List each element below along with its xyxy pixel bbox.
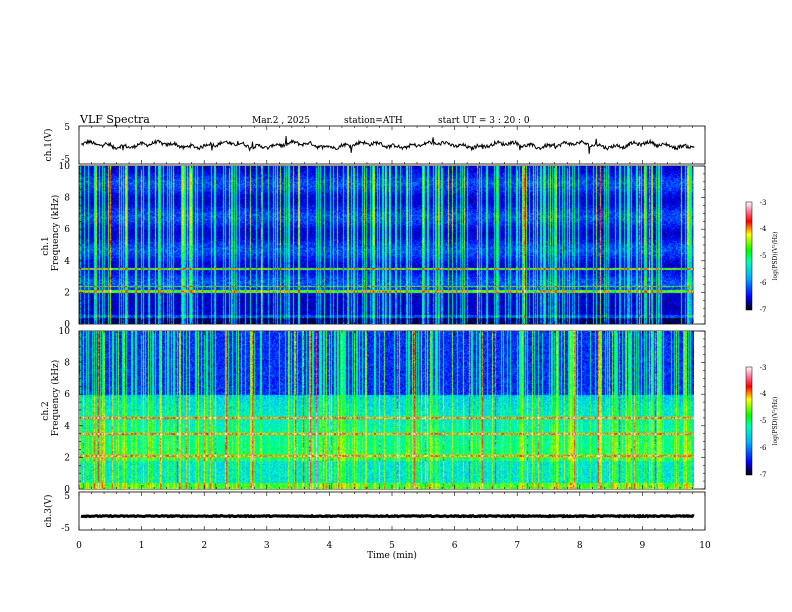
cbar1-tick-m3: -3 xyxy=(760,199,767,207)
time-tick-label: 8 xyxy=(577,541,583,551)
figure-title: VLF Spectra xyxy=(79,113,150,126)
freq-tick-label: 0 xyxy=(64,320,70,330)
date-label: Mar.2 , 2025 xyxy=(252,116,310,126)
ch3-ytick-bottom: -5 xyxy=(61,524,70,534)
ch1-waveform-panel: 5 -5 ch.1(V) xyxy=(43,123,706,165)
cbar2-tick-m6: -6 xyxy=(760,444,767,452)
cbar2-tick-m5: -5 xyxy=(760,417,767,425)
cbar1-tick-m4: -4 xyxy=(760,225,767,233)
ch1-waveform-line xyxy=(80,136,695,154)
ch1-colorbar: -3 -4 -5 -6 -7 log(PSD)(V²/Hz) xyxy=(745,199,779,314)
ch1-ytick-top: 5 xyxy=(64,123,70,133)
time-tick-label: 3 xyxy=(264,541,270,551)
cbar1-tick-m7: -7 xyxy=(760,306,767,314)
cbar2-tick-m4: -4 xyxy=(760,390,767,398)
freq-tick-label: 6 xyxy=(64,390,70,400)
ch2-spec-ylabel-bottom: Frequency (kHz) xyxy=(50,360,61,437)
spec1-heatmap xyxy=(79,166,694,324)
freq-tick-label: 8 xyxy=(64,359,70,369)
freq-tick-label: 10 xyxy=(59,162,71,172)
ch1-ylabel: ch.1(V) xyxy=(43,129,54,162)
time-tick-label: 6 xyxy=(452,541,458,551)
time-tick-label: 4 xyxy=(327,541,333,551)
ch1-spec-ylabel-bottom: Frequency (kHz) xyxy=(50,195,61,272)
ch1-ytick-bottom: -5 xyxy=(61,155,70,165)
freq-tick-label: 2 xyxy=(64,288,70,298)
time-tick-label: 10 xyxy=(699,541,711,551)
freq-tick-label: 6 xyxy=(64,225,70,235)
ch2-spec-ylabel-top: ch.2 xyxy=(41,401,51,420)
spec2-heatmap xyxy=(79,331,694,489)
cbar2-tick-m7: -7 xyxy=(760,471,767,479)
time-tick-label: 2 xyxy=(201,541,207,551)
ch3-waveform-panel: 5 -5 ch.3(V) xyxy=(43,491,706,534)
time-axis-label: Time (min) xyxy=(367,550,417,561)
cbar1-tick-m5: -5 xyxy=(760,252,767,260)
ch3-waveform-line xyxy=(80,513,695,519)
time-tick-label: 1 xyxy=(139,541,145,551)
time-tick-label: 5 xyxy=(389,541,395,551)
freq-tick-label: 8 xyxy=(64,194,70,204)
ch2-spectrogram-panel: 0 2 4 6 8 10 ch.2 Frequency (kHz) xyxy=(41,327,706,495)
freq-tick-label: 2 xyxy=(64,453,70,463)
ch3-ylabel: ch.3(V) xyxy=(43,495,54,528)
ch1-spectrogram-panel: 0 2 4 6 8 10 ch.1 Frequency (kHz) xyxy=(41,162,706,330)
station-label: station=ATH xyxy=(344,116,403,126)
time-tick-label: 7 xyxy=(514,541,520,551)
cbar1-label: log(PSD)(V²/Hz) xyxy=(772,232,779,281)
ch2-colorbar: -3 -4 -5 -6 -7 log(PSD)(V²/Hz) xyxy=(745,364,779,479)
cbar1-tick-m6: -6 xyxy=(760,279,767,287)
ch1-spec-ylabel-top: ch.1 xyxy=(41,236,51,255)
time-axis: 0 1 2 3 4 5 6 7 8 9 10 xyxy=(76,126,711,551)
freq-tick-label: 4 xyxy=(64,422,70,432)
ch3-ytick-top: 5 xyxy=(64,492,70,502)
time-tick-label: 9 xyxy=(640,541,646,551)
time-tick-label: 0 xyxy=(76,541,82,551)
cbar2-label: log(PSD)(V²/Hz) xyxy=(772,397,779,446)
freq-tick-label: 0 xyxy=(64,485,70,495)
cbar2-tick-m3: -3 xyxy=(760,364,767,372)
start-ut-label: start UT = 3 : 20 : 0 xyxy=(438,116,530,126)
freq-tick-label: 4 xyxy=(64,257,70,267)
freq-tick-label: 10 xyxy=(59,327,71,337)
